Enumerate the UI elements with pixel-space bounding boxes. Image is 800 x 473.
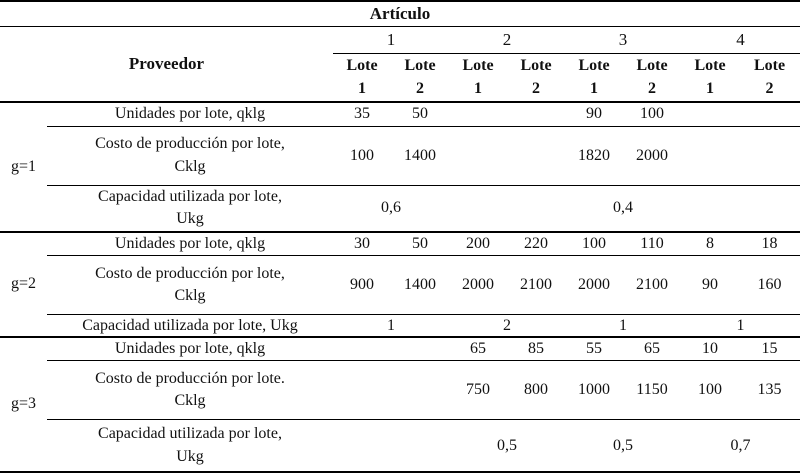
lote-header: Lote 1 [449, 53, 507, 103]
capacity-value: 1 [736, 316, 745, 334]
data-cell: 55 [565, 335, 623, 362]
capacity-value [333, 420, 449, 472]
data-cell: 220 [507, 230, 565, 257]
data-cell: 2000 [565, 255, 623, 316]
data-cell [739, 102, 800, 127]
row-label: Capacidad utilizada por lote, Ukg [82, 316, 298, 334]
data-cell: 800 [507, 360, 565, 421]
row-label: Capacidad utilizada por lote, Ukg [98, 424, 282, 465]
data-cell: 90 [681, 255, 739, 316]
lote-header: Lote 1 [333, 53, 391, 103]
data-cell: 1000 [565, 360, 623, 421]
data-cell: 35 [333, 102, 391, 127]
data-cell: 1150 [623, 360, 681, 421]
capacity-value: 0,5 [497, 436, 517, 454]
capacity-value [449, 185, 565, 232]
data-cell: 100 [565, 230, 623, 257]
data-cell: 30 [333, 230, 391, 257]
row-label: Costo de producción por lote. Cklg [47, 360, 333, 421]
data-cell [739, 126, 800, 186]
row-label: Unidades por lote, qklg [47, 335, 333, 362]
data-cell [507, 126, 565, 186]
article-number-1: 1 [333, 26, 449, 54]
data-cell: 2000 [623, 126, 681, 186]
capacity-value: 0,4 [613, 199, 633, 217]
data-cell: 10 [681, 335, 739, 362]
row-label: Unidades por lote, qklg [47, 102, 333, 127]
article-number-3: 3 [565, 26, 681, 54]
group-label-g1: g=1 [10, 157, 37, 175]
data-cell [449, 102, 507, 127]
lote-header: Lote 2 [391, 53, 449, 103]
data-cell [449, 126, 507, 186]
data-cell [333, 360, 391, 421]
data-cell: 2100 [623, 255, 681, 316]
row-label: Costo de producción por lote, Cklg [47, 126, 333, 186]
data-cell: 1400 [391, 255, 449, 316]
data-cell: 2000 [449, 255, 507, 316]
capacity-value: 2 [503, 316, 511, 334]
article-number-4: 4 [681, 26, 800, 54]
data-cell: 65 [623, 335, 681, 362]
capacity-value: 1 [387, 316, 395, 334]
data-cell: 90 [565, 102, 623, 127]
header-articulo: Artículo [0, 1, 800, 27]
lote-header: Lote 2 [739, 53, 800, 103]
data-cell: 15 [739, 335, 800, 362]
data-cell: 18 [739, 230, 800, 257]
data-cell: 50 [391, 230, 449, 257]
data-cell: 85 [507, 335, 565, 362]
data-cell [507, 102, 565, 127]
data-cell: 100 [681, 360, 739, 421]
lote-header: Lote 2 [623, 53, 681, 103]
lote-header: Lote 1 [681, 53, 739, 103]
lote-header: Lote 2 [507, 53, 565, 103]
capacity-value: 0,5 [613, 436, 633, 454]
data-cell [391, 360, 449, 421]
article-number-2: 2 [449, 26, 565, 54]
data-cell: 110 [623, 230, 681, 257]
group-label-g2: g=2 [0, 230, 47, 337]
data-cell: 1400 [391, 126, 449, 186]
row-label: Capacidad utilizada por lote, Ukg [98, 187, 282, 228]
data-cell [681, 102, 739, 127]
data-cell [391, 335, 449, 362]
data-cell: 100 [333, 126, 391, 186]
data-cell: 50 [391, 102, 449, 127]
lote-header: Lote 1 [565, 53, 623, 103]
row-label: Costo de producción por lote, Cklg [47, 255, 333, 316]
data-cell: 900 [333, 255, 391, 316]
group-label-g3: g=3 [0, 335, 47, 472]
data-cell: 160 [739, 255, 800, 316]
row-label: Unidades por lote, qklg [47, 230, 333, 257]
capacity-value: 0,7 [730, 436, 751, 454]
data-cell: 8 [681, 230, 739, 257]
data-cell: 135 [739, 360, 800, 421]
capacity-value: 0,6 [381, 199, 401, 217]
data-cell: 200 [449, 230, 507, 257]
data-cell: 1820 [565, 126, 623, 186]
capacity-value: 1 [619, 316, 627, 334]
data-cell [681, 126, 739, 186]
header-proveedor: Proveedor [0, 26, 333, 103]
data-cell [333, 335, 391, 362]
data-cell: 100 [623, 102, 681, 127]
capacity-value [681, 185, 800, 232]
data-cell: 750 [449, 360, 507, 421]
data-cell: 2100 [507, 255, 565, 316]
data-cell: 65 [449, 335, 507, 362]
